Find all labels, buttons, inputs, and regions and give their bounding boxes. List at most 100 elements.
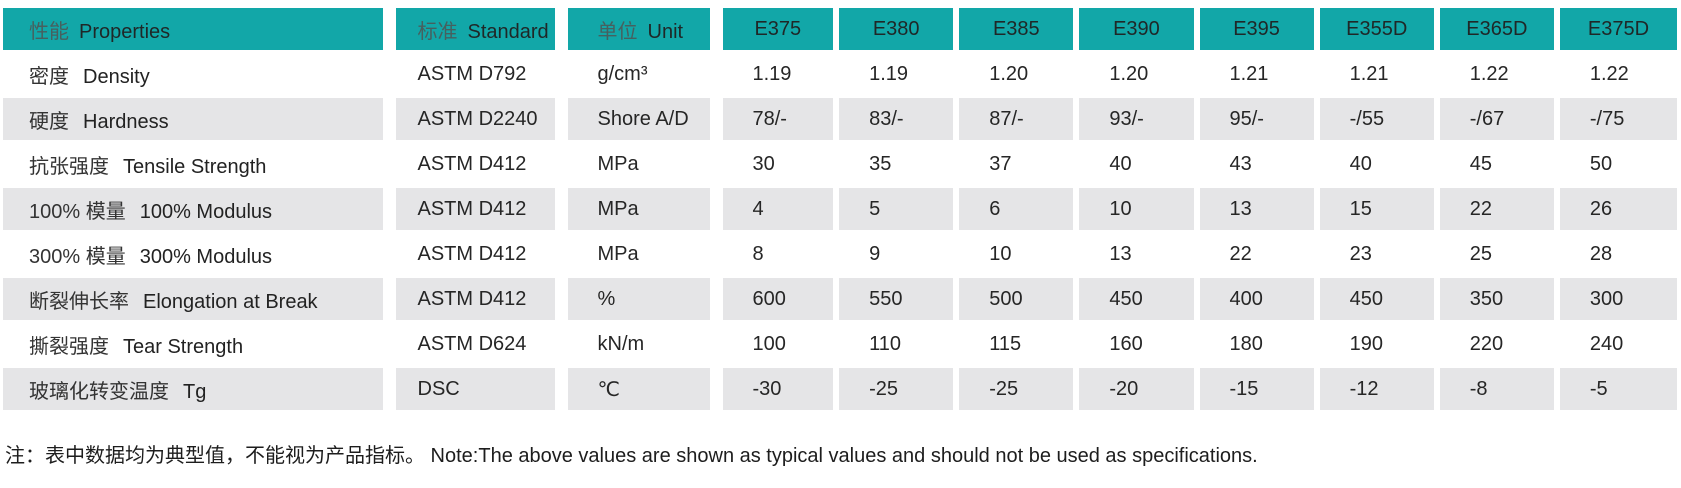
- value-cell: -25: [836, 366, 960, 413]
- property-name-cn: 硬度: [29, 110, 69, 133]
- property-cell: 断裂伸长率 Elongation at Break: [3, 276, 396, 323]
- value-cell: 100: [716, 321, 840, 368]
- value-cell: 180: [1196, 321, 1320, 368]
- value-cell: -30: [716, 366, 840, 413]
- property-name-en: Tg: [183, 380, 207, 403]
- table-row: 密度 Density ASTM D792 g/cm³ 1.19 1.19 1.20 1.20 1…: [3, 51, 1677, 98]
- value-cell: -5: [1556, 366, 1677, 413]
- standard-cell: ASTM D792: [389, 51, 568, 98]
- header-standard: 标准 Standard: [389, 8, 568, 53]
- value-cell: 1.19: [716, 51, 840, 98]
- datasheet: 性能 Properties 标准 Standard 单位 Unit E375 E380 E…: [3, 8, 1677, 467]
- property-name-en: Tensile Strength: [123, 155, 267, 178]
- standard-cell: ASTM D624: [389, 321, 568, 368]
- grade-header-cell: E375: [716, 8, 840, 53]
- value-cell: 22: [1436, 186, 1560, 233]
- grade-header-cell: E380: [836, 8, 960, 53]
- standard-cell: ASTM D412: [389, 231, 568, 278]
- value-cell: 160: [1076, 321, 1200, 368]
- property-cell: 密度 Density: [3, 51, 396, 98]
- value-cell: -20: [1076, 366, 1200, 413]
- table-row: 撕裂强度 Tear Strength ASTM D624 kN/m 100 110 115 1…: [3, 321, 1677, 368]
- property-cell: 玻璃化转变温度 Tg: [3, 366, 396, 413]
- value-cell: 500: [956, 276, 1080, 323]
- value-cell: 37: [956, 141, 1080, 188]
- unit-cell: MPa: [561, 186, 723, 233]
- footnote: 注：表中数据均为典型值，不能视为产品指标。 Note:The above val…: [5, 445, 1258, 467]
- table-row: 硬度 Hardness ASTM D2240 Shore A/D 78/- 83/- 87/…: [3, 96, 1677, 143]
- value-cell: 23: [1316, 231, 1440, 278]
- property-name-en: 300% Modulus: [139, 245, 273, 268]
- standard-cell: ASTM D2240: [389, 96, 568, 143]
- unit-cell: MPa: [561, 141, 723, 188]
- header-standard-en: Standard: [467, 20, 549, 43]
- value-cell: -/75: [1556, 96, 1677, 143]
- properties-table: 性能 Properties 标准 Standard 单位 Unit E375 E380 E…: [3, 8, 1677, 413]
- value-cell: 22: [1196, 231, 1320, 278]
- header-properties: 性能 Properties: [3, 8, 396, 53]
- value-cell: 10: [1076, 186, 1200, 233]
- header-unit: 单位 Unit: [561, 8, 723, 53]
- table-row: 断裂伸长率 Elongation at Break ASTM D412% 600 550…: [3, 276, 1677, 323]
- standard-cell: ASTM D412: [389, 141, 568, 188]
- value-cell: 110: [836, 321, 960, 368]
- value-cell: 78/-: [716, 96, 840, 143]
- property-name-cn: 300% 模量: [29, 245, 126, 268]
- value-cell: 13: [1076, 231, 1200, 278]
- value-cell: -12: [1316, 366, 1440, 413]
- unit-cell: MPa: [561, 231, 723, 278]
- value-cell: 15: [1316, 186, 1440, 233]
- value-cell: -/55: [1316, 96, 1440, 143]
- value-cell: 1.19: [836, 51, 960, 98]
- grade-header-cell: E385: [956, 8, 1080, 53]
- value-cell: 8: [716, 231, 840, 278]
- value-cell: 50: [1556, 141, 1677, 188]
- value-cell: 400: [1196, 276, 1320, 323]
- value-cell: 600: [716, 276, 840, 323]
- value-cell: 83/-: [836, 96, 960, 143]
- value-cell: -15: [1196, 366, 1320, 413]
- value-cell: 35: [836, 141, 960, 188]
- value-cell: 40: [1316, 141, 1440, 188]
- property-name-cn: 玻璃化转变温度: [29, 380, 169, 403]
- table-row: 100% 模量 100% Modulus ASTM D412 MPa 4 5 6 10 13 15…: [3, 186, 1677, 233]
- property-cell: 100% 模量 100% Modulus: [3, 186, 396, 233]
- value-cell: 4: [716, 186, 840, 233]
- value-cell: -/67: [1436, 96, 1560, 143]
- value-cell: -25: [956, 366, 1080, 413]
- value-cell: 550: [836, 276, 960, 323]
- value-cell: 115: [956, 321, 1080, 368]
- value-cell: 45: [1436, 141, 1560, 188]
- grade-header-cell: E365D: [1436, 8, 1560, 53]
- value-cell: 95/-: [1196, 96, 1320, 143]
- value-cell: 40: [1076, 141, 1200, 188]
- table-row: 300% 模量 300% Modulus ASTM D412 MPa 8 9 10 13 22 2…: [3, 231, 1677, 278]
- property-name-cn: 断裂伸长率: [29, 290, 129, 313]
- value-cell: 350: [1436, 276, 1560, 323]
- value-cell: 450: [1316, 276, 1440, 323]
- value-cell: 1.21: [1196, 51, 1320, 98]
- table-header-row: 性能 Properties 标准 Standard 单位 Unit E375 E380 E…: [3, 8, 1677, 53]
- grade-header-cell: E355D: [1316, 8, 1440, 53]
- value-cell: 87/-: [956, 96, 1080, 143]
- value-cell: 28: [1556, 231, 1677, 278]
- value-cell: 13: [1196, 186, 1320, 233]
- property-cell: 硬度 Hardness: [3, 96, 396, 143]
- unit-cell: kN/m: [561, 321, 723, 368]
- property-name-en: Density: [83, 65, 150, 88]
- unit-cell: Shore A/D: [561, 96, 723, 143]
- unit-cell: %: [561, 276, 723, 323]
- property-cell: 300% 模量 300% Modulus: [3, 231, 396, 278]
- grade-header-cell: E395: [1196, 8, 1320, 53]
- table-row: 玻璃化转变温度 Tg DSC ℃ -30 -25 -25 -20 -15 -12 -8 -5: [3, 366, 1677, 413]
- property-name-cn: 100% 模量: [29, 200, 126, 223]
- value-cell: 93/-: [1076, 96, 1200, 143]
- value-cell: 5: [836, 186, 960, 233]
- value-cell: 26: [1556, 186, 1677, 233]
- value-cell: -8: [1436, 366, 1560, 413]
- value-cell: 240: [1556, 321, 1677, 368]
- value-cell: 1.20: [956, 51, 1080, 98]
- header-standard-cn: 标准: [417, 20, 458, 43]
- header-unit-en: Unit: [647, 20, 684, 43]
- table-row: 抗张强度 Tensile Strength ASTM D412 MPa 30 35 37 40…: [3, 141, 1677, 188]
